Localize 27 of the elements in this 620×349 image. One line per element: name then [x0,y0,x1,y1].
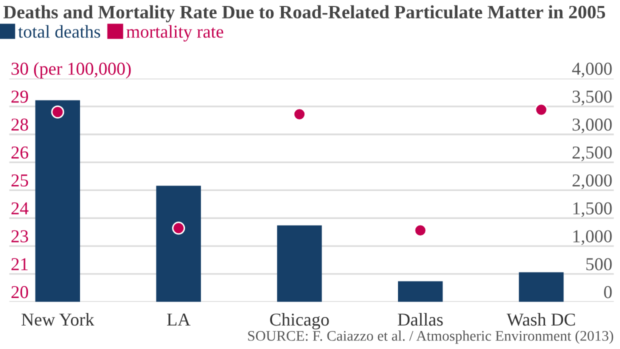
y2-tick-label: 3,000 [572,118,612,134]
chart-title: Deaths and Mortality Rate Due to Road-Related Particulate Matter in 2005 [3,5,606,22]
y-tick-label: 30 (per 100,000) [12,62,131,79]
source-note: SOURCE: F. Caiazzo et al. / Atmospheric Environment (2013) [248,330,614,344]
y-tick-label: 26 [11,146,28,159]
y-tick-label: 20 [11,286,28,298]
x-tick-label: Chicago [270,312,329,330]
legend-label: total deaths [18,25,100,38]
y-tick-label: 29 [11,90,28,103]
x-tick-label: New York [22,312,94,326]
y2-tick-label: 4,000 [572,62,612,78]
legend-label: mortality rate [126,25,224,42]
y2-tick-label: 3,500 [572,90,612,106]
y2-tick-label: 500 [586,258,612,270]
y-tick-label: 23 [11,230,28,242]
y2-tick-label: 1,000 [573,230,612,245]
y-tick-label: 25 [11,174,28,187]
y-tick-label: 24 [11,202,28,214]
y2-tick-label: 0 [604,286,612,298]
x-tick-label: LA [167,314,190,326]
y2-tick-label: 1,500 [573,202,612,218]
x-tick-label: Dallas [398,312,443,326]
y-tick-label: 28 [11,118,28,131]
y-tick-label: 21 [11,258,28,270]
x-tick-label: Wash DC [506,312,575,326]
y2-tick-label: 2,500 [572,146,612,162]
y2-tick-label: 2,000 [572,174,612,190]
